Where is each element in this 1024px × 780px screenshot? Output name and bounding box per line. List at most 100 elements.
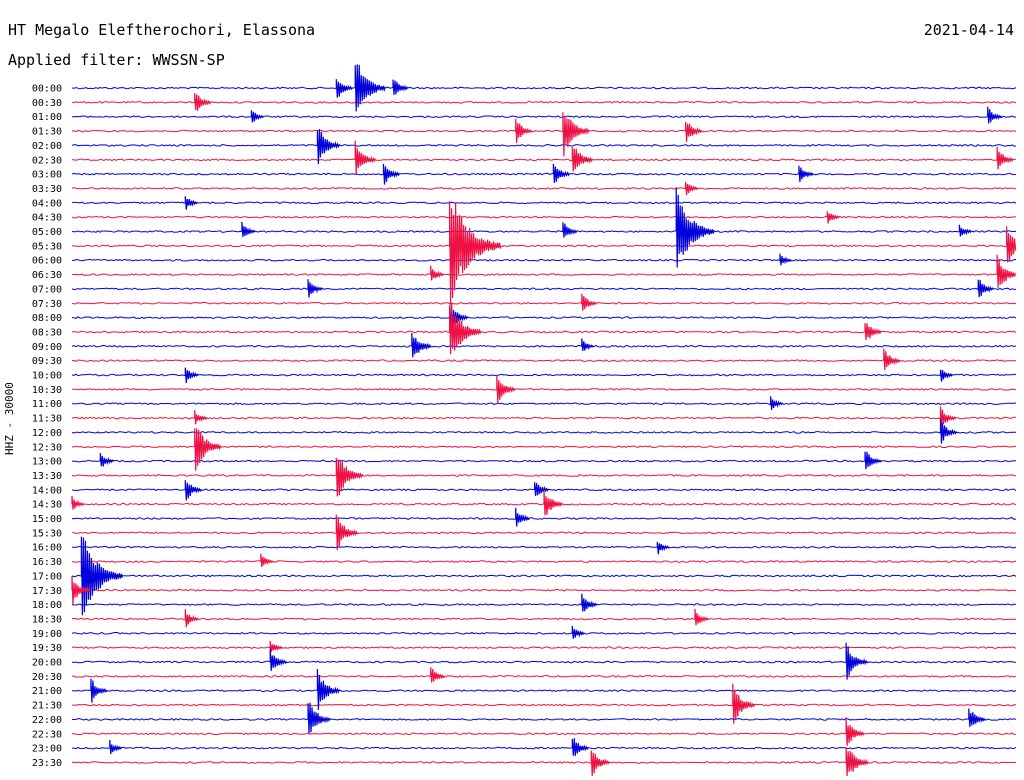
trace-line — [71, 115, 1017, 119]
trace-line — [71, 416, 1016, 420]
trace-line — [71, 287, 1017, 291]
seismic-event-mark — [496, 375, 516, 404]
seismic-event-mark — [845, 642, 868, 680]
time-tick-label: 13:00 — [32, 457, 62, 468]
time-tick-label: 18:30 — [32, 614, 62, 625]
time-tick-label: 07:30 — [32, 299, 62, 310]
time-tick-label: 16:30 — [32, 557, 62, 568]
trace-line — [71, 172, 1017, 176]
seismic-event-mark — [316, 129, 340, 165]
trace-line — [71, 359, 1017, 363]
time-tick-label: 21:00 — [32, 686, 62, 697]
trace-line — [71, 316, 1017, 320]
seismic-event-mark — [987, 106, 1003, 124]
trace-line — [72, 689, 1017, 693]
seismic-event-mark — [534, 482, 550, 497]
time-tick-label: 01:30 — [32, 127, 62, 138]
trace-line — [71, 588, 1017, 592]
seismic-event-mark — [430, 265, 445, 281]
seismic-event-mark — [307, 702, 331, 734]
time-tick-label: 22:00 — [32, 715, 62, 726]
seismic-event-mark — [382, 163, 401, 185]
time-tick-label: 10:30 — [32, 385, 62, 396]
seismic-event-mark — [80, 536, 123, 616]
trace-line — [71, 187, 1017, 190]
time-tick-label: 09:30 — [32, 356, 62, 367]
seismic-event-mark — [826, 211, 840, 224]
seismic-event-mark — [335, 79, 353, 98]
seismic-event-mark — [581, 293, 597, 311]
seismic-event-mark — [354, 64, 386, 112]
time-tick-label: 03:00 — [32, 170, 62, 181]
time-tick-label: 12:30 — [32, 442, 62, 453]
seismic-event-mark — [694, 608, 709, 626]
seismic-event-mark — [864, 451, 882, 470]
seismic-event-mark — [939, 406, 957, 427]
seismic-event-mark — [845, 747, 869, 777]
seismic-event-mark — [90, 678, 108, 703]
time-tick-label: 05:30 — [32, 241, 62, 252]
time-tick-label: 06:00 — [32, 256, 62, 267]
seismic-event-mark — [449, 201, 502, 305]
seismic-event-mark — [562, 222, 578, 238]
filter-label: Applied filter: WWSSN-SP — [8, 51, 225, 69]
trace-line — [71, 517, 1017, 520]
time-tick-label: 12:00 — [32, 428, 62, 439]
seismic-event-mark — [571, 625, 585, 639]
trace-line — [71, 301, 1017, 305]
trace-line — [71, 258, 1017, 262]
seismic-event-mark — [798, 165, 814, 183]
trace-line — [71, 330, 1017, 334]
time-tick-label: 19:00 — [32, 629, 62, 640]
trace-line — [72, 158, 1017, 162]
trace-line — [71, 373, 1017, 377]
trace-line — [71, 574, 1017, 578]
seismic-event-mark — [411, 332, 432, 358]
seismic-event-mark — [939, 418, 958, 444]
time-tick-label: 20:00 — [32, 658, 62, 669]
seismic-event-mark — [675, 187, 715, 268]
time-tick-label: 14:00 — [32, 485, 62, 496]
seismic-event-mark — [685, 121, 703, 142]
seismic-event-mark — [977, 279, 994, 298]
seismic-event-mark — [543, 489, 563, 516]
seismic-event-mark — [194, 93, 212, 111]
seismic-event-mark — [184, 609, 199, 628]
seismic-event-mark — [571, 147, 593, 172]
time-tick-label: 16:00 — [32, 543, 62, 554]
trace-line — [71, 230, 1017, 233]
seismic-event-mark — [845, 717, 865, 746]
time-tick-label: 02:00 — [32, 141, 62, 152]
time-tick-label: 18:00 — [32, 600, 62, 611]
trace-line — [72, 746, 1017, 750]
time-tick-label: 23:30 — [32, 758, 62, 769]
time-tick-label: 13:30 — [32, 471, 62, 482]
time-tick-label: 14:30 — [32, 500, 62, 511]
time-tick-label: 01:00 — [32, 112, 62, 123]
trace-line — [71, 560, 1017, 563]
time-tick-label: 20:30 — [32, 672, 62, 683]
seismic-event-mark — [241, 221, 256, 237]
time-tick-label: 17:00 — [32, 571, 62, 582]
date-label: 2021-04-14 — [923, 21, 1014, 39]
trace-line — [71, 344, 1017, 348]
seismic-event-mark — [99, 453, 114, 467]
seismic-event-mark — [109, 739, 123, 754]
seismic-event-mark — [316, 668, 340, 710]
trace-line — [71, 660, 1017, 664]
seismic-event-mark — [1006, 226, 1017, 263]
seismic-event-mark — [269, 640, 283, 653]
trace-line — [71, 459, 1017, 463]
seismic-event-mark — [562, 112, 590, 157]
time-tick-label: 04:30 — [32, 213, 62, 224]
time-tick-label: 21:30 — [32, 701, 62, 712]
seismic-event-mark — [571, 738, 589, 756]
seismic-event-mark — [732, 683, 756, 724]
time-tick-label: 11:00 — [32, 399, 62, 410]
seismic-event-mark — [552, 163, 570, 183]
trace-line — [71, 617, 1017, 621]
seismic-event-mark — [581, 338, 595, 352]
time-tick-label: 17:30 — [32, 586, 62, 597]
trace-line — [71, 215, 1016, 219]
